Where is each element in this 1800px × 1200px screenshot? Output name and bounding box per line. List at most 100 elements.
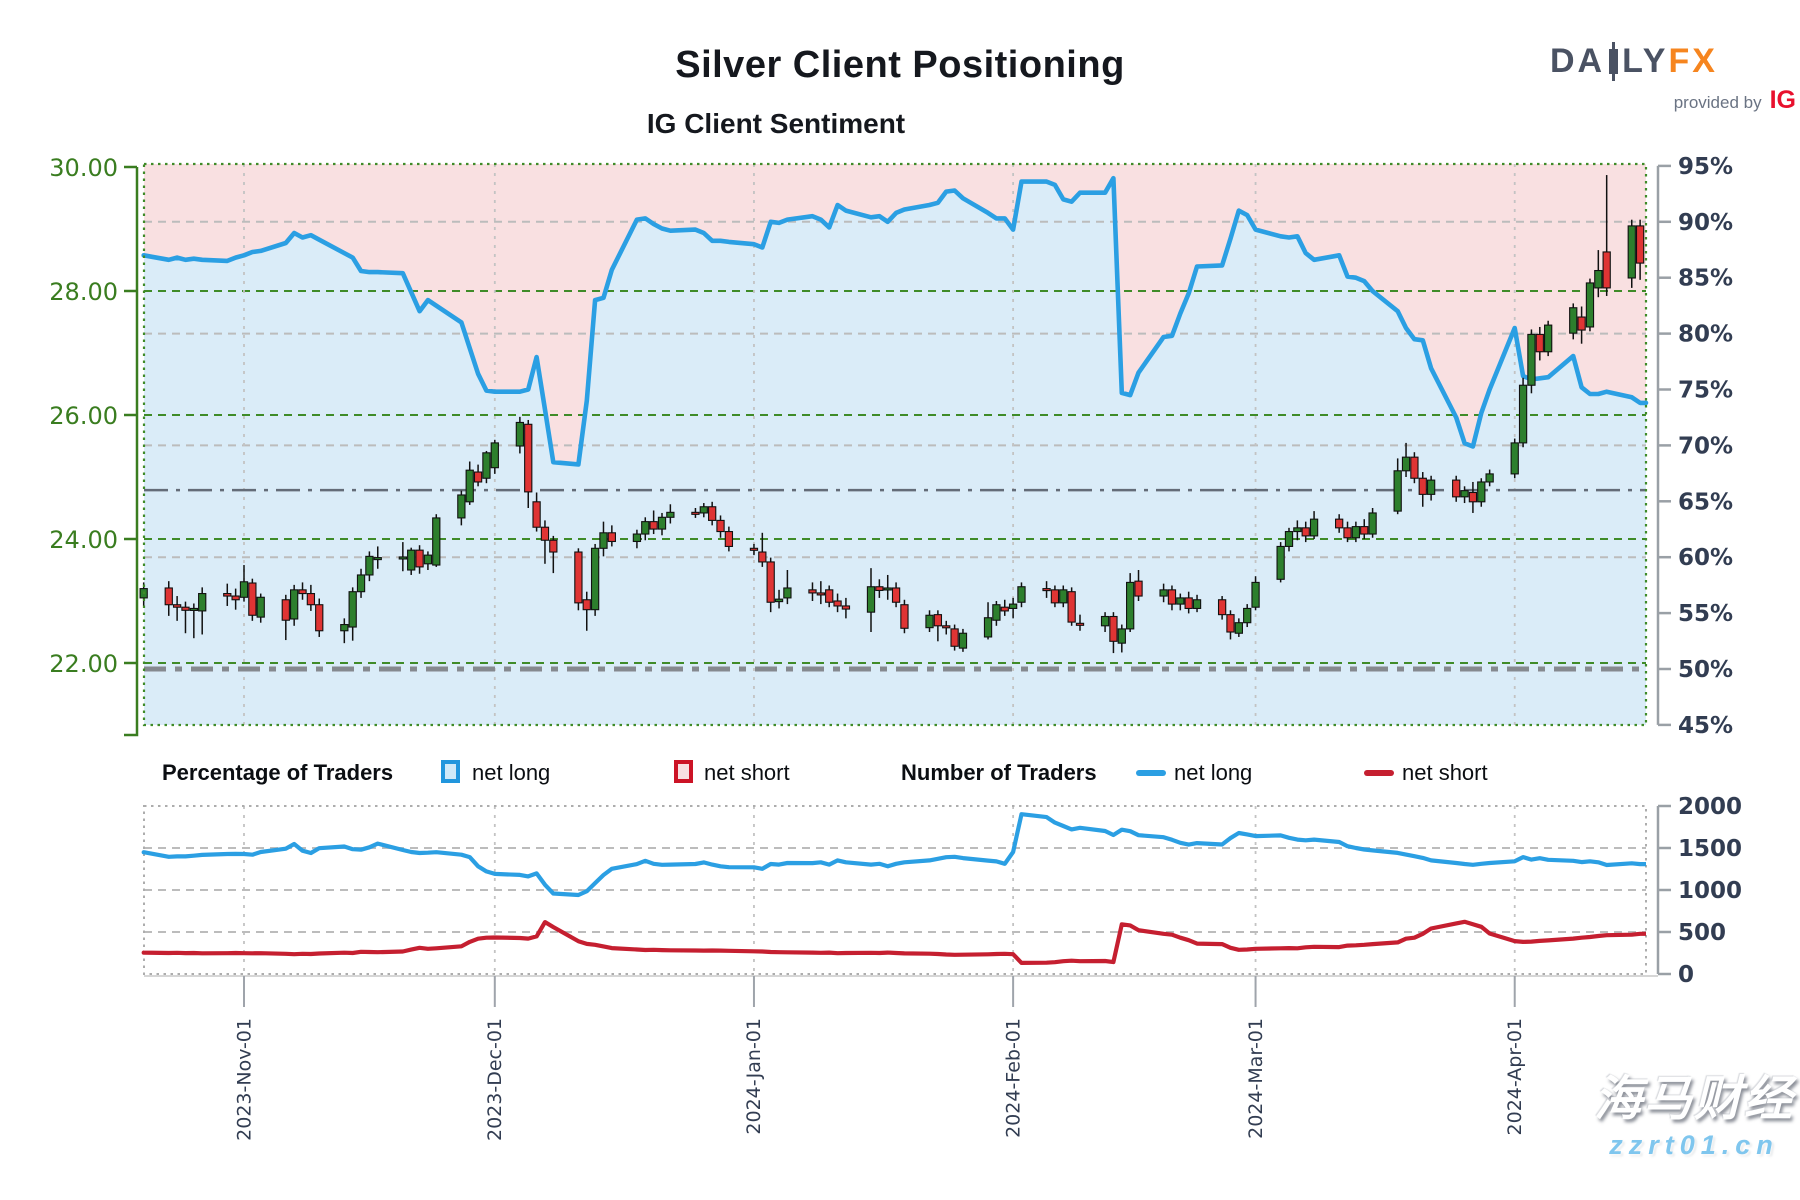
svg-text:55%: 55% [1678, 601, 1733, 627]
candle-down [1217, 599, 1227, 616]
candle-up [1569, 307, 1578, 334]
candle-up [641, 521, 650, 535]
provided-by-label: provided by [1673, 93, 1762, 112]
candle-up [1008, 603, 1018, 609]
candle-down [1050, 589, 1060, 604]
svg-text:65%: 65% [1678, 489, 1733, 515]
legend-percentage-net-short: net short [704, 760, 790, 785]
watermark-brand: 海马财经 [1593, 1073, 1794, 1126]
candle-down [875, 586, 884, 592]
price-candles [139, 175, 1645, 654]
candle-down [1109, 615, 1118, 642]
candle-down [1184, 597, 1193, 609]
watermark: 海马财经 zzrt01.cn [1593, 1073, 1794, 1161]
candle-up [457, 494, 466, 519]
candle-down [766, 561, 775, 603]
candle-down [825, 589, 834, 603]
candle-down [1535, 333, 1544, 353]
candle-up [465, 469, 474, 503]
candle-down [833, 600, 842, 607]
candle-up [783, 587, 792, 599]
candle-down [306, 593, 316, 606]
date-tick-label: 2024-Feb-01 [1002, 1018, 1024, 1138]
candle-down [1134, 580, 1143, 597]
candle-up [256, 596, 265, 618]
candle-up [1401, 456, 1411, 472]
candle-up [599, 532, 608, 549]
candle-down [415, 549, 424, 568]
candle-up [482, 452, 491, 479]
candle-up [666, 511, 675, 518]
candle-down [1635, 225, 1645, 264]
candle-down [724, 531, 734, 547]
candle-up [373, 557, 382, 561]
candle-down [315, 604, 324, 632]
candle-up [490, 442, 499, 469]
candle-down [248, 582, 257, 616]
svg-text:85%: 85% [1678, 266, 1733, 292]
candle-up [1192, 599, 1202, 609]
candle-down [298, 589, 307, 595]
traders-axis-right: 2000 1500 1000 500 0 [1656, 794, 1742, 988]
candle-up [1117, 628, 1126, 644]
svg-text:0: 0 [1678, 962, 1694, 988]
net-short-line-swatch-icon [1364, 770, 1394, 776]
net-long-area-swatch-icon [441, 760, 460, 783]
candle-up [198, 593, 207, 612]
svg-text:60%: 60% [1678, 545, 1733, 571]
candle-up [423, 554, 433, 565]
candle-down [473, 471, 483, 483]
svg-text:24.00: 24.00 [49, 526, 118, 554]
candle-up [699, 506, 708, 514]
candle-up [1100, 615, 1110, 627]
candle-up [1284, 531, 1294, 547]
candle-down [716, 519, 725, 533]
candlestick-icon [1609, 42, 1619, 81]
svg-text:2000: 2000 [1678, 794, 1742, 820]
watermark-url: zzrt01.cn [1609, 1130, 1779, 1161]
svg-text:28.00: 28.00 [49, 278, 118, 306]
logo-fx: FX [1668, 42, 1718, 80]
logo-ly: LY [1622, 42, 1669, 80]
svg-text:95%: 95% [1678, 154, 1733, 180]
candle-down [1226, 614, 1235, 633]
candle-up [1176, 597, 1185, 605]
candle-down [1577, 316, 1586, 331]
candle-up [992, 604, 1001, 621]
svg-text:26.00: 26.00 [49, 402, 118, 430]
candle-up [958, 632, 968, 649]
dailyfx-logo-text: DA LY FX [1550, 42, 1800, 81]
price-axis-left: 30.00 28.00 26.00 24.00 22.00 [49, 154, 139, 737]
legend-percentage-header: Percentage of Traders [162, 760, 394, 785]
candle-down [816, 592, 825, 596]
candle-up [290, 589, 299, 620]
candle-up [1527, 333, 1536, 386]
date-tick-label: 2023-Nov-01 [233, 1018, 255, 1141]
net-long-line-swatch-icon [1136, 770, 1166, 776]
candle-up [1126, 581, 1135, 630]
ig-logo: IG [1769, 86, 1796, 114]
candle-up [1059, 589, 1068, 604]
candle-up [1594, 269, 1603, 289]
svg-text:1500: 1500 [1678, 836, 1742, 862]
candle-down [532, 501, 541, 528]
candle-up [1351, 526, 1361, 539]
candle-down [649, 521, 658, 530]
candle-down [691, 511, 700, 515]
svg-text:45%: 45% [1678, 713, 1733, 739]
candle-up [925, 614, 934, 629]
svg-text:500: 500 [1678, 920, 1726, 946]
candle-down [708, 506, 717, 521]
candle-down [164, 587, 173, 606]
candle-up [1544, 324, 1553, 353]
candle-up [983, 617, 993, 638]
date-tick-label: 2024-Mar-01 [1245, 1018, 1267, 1139]
candle-up [1460, 490, 1469, 498]
legend-number-net-short: net short [1402, 760, 1488, 785]
candle-up [189, 607, 198, 611]
candle-down [1335, 518, 1344, 529]
candle-down [841, 605, 851, 610]
candle-up [774, 598, 784, 603]
candle-down [900, 604, 909, 629]
